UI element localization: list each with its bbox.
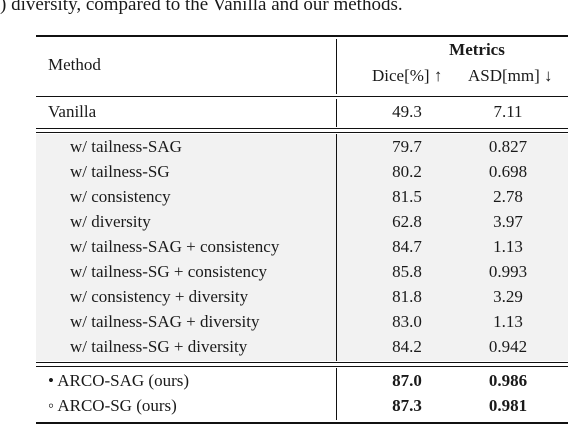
row-dice: 85.8 — [392, 262, 422, 281]
row-dice: 81.8 — [392, 287, 422, 306]
row-method: w/ tailness-SAG + consistency — [70, 237, 280, 256]
row-method: w/ consistency — [70, 187, 171, 206]
ours-method: • ARCO-SAG (ours) — [48, 371, 190, 390]
row-asd: 3.97 — [493, 212, 523, 231]
ablation-shading — [36, 134, 568, 361]
row-asd: 0.942 — [488, 337, 528, 356]
vanilla-rule — [36, 128, 568, 129]
row-method: w/ consistency + diversity — [70, 287, 249, 306]
ablation-rule-bottom — [36, 362, 568, 363]
row-dice: 79.7 — [392, 137, 422, 156]
row-asd: 2.78 — [493, 187, 523, 206]
row-asd: 1.13 — [493, 237, 523, 256]
top-rule — [36, 35, 568, 37]
row-method: w/ diversity — [70, 212, 151, 231]
header-asd: ASD[mm] ↓ — [468, 66, 553, 85]
column-separator — [336, 368, 337, 420]
vanilla-dice: 49.3 — [392, 102, 422, 121]
header-dice: Dice[%] ↑ — [372, 66, 443, 85]
row-asd: 0.827 — [488, 137, 528, 156]
ours-method: ◦ ARCO-SG (ours) — [48, 396, 177, 415]
column-separator — [336, 39, 337, 94]
ablation-rule-top — [36, 132, 568, 133]
header-metrics: Metrics — [449, 40, 505, 59]
ours-asd: 0.986 — [488, 371, 528, 390]
row-method: w/ tailness-SG + diversity — [70, 337, 248, 356]
row-dice: 62.8 — [392, 212, 422, 231]
vanilla-method: Vanilla — [48, 102, 97, 121]
row-method: w/ tailness-SG + consistency — [70, 262, 268, 281]
header-method: Method — [48, 55, 101, 74]
row-asd: 0.993 — [488, 262, 528, 281]
column-separator — [336, 99, 337, 127]
vanilla-asd: 7.11 — [493, 102, 523, 121]
table-caption: ) diversity, compared to the Vanilla and… — [0, 0, 403, 15]
bottom-rule — [36, 422, 568, 424]
row-dice: 80.2 — [392, 162, 422, 181]
results-table: Method Metrics Dice[%] ↑ ASD[mm] ↓ Vanil… — [36, 35, 568, 427]
ours-dice: 87.0 — [392, 371, 422, 390]
row-method: w/ tailness-SAG + diversity — [70, 312, 260, 331]
row-asd: 3.29 — [493, 287, 523, 306]
row-method: w/ tailness-SAG — [70, 137, 182, 156]
row-dice: 81.5 — [392, 187, 422, 206]
row-dice: 83.0 — [392, 312, 422, 331]
row-asd: 1.13 — [493, 312, 523, 331]
column-separator — [336, 134, 337, 361]
row-dice: 84.2 — [392, 337, 422, 356]
row-dice: 84.7 — [392, 237, 422, 256]
row-method: w/ tailness-SG — [70, 162, 170, 181]
ours-asd: 0.981 — [488, 396, 528, 415]
ours-dice: 87.3 — [392, 396, 422, 415]
row-asd: 0.698 — [488, 162, 528, 181]
ours-rule — [36, 366, 568, 367]
header-rule — [36, 96, 568, 97]
